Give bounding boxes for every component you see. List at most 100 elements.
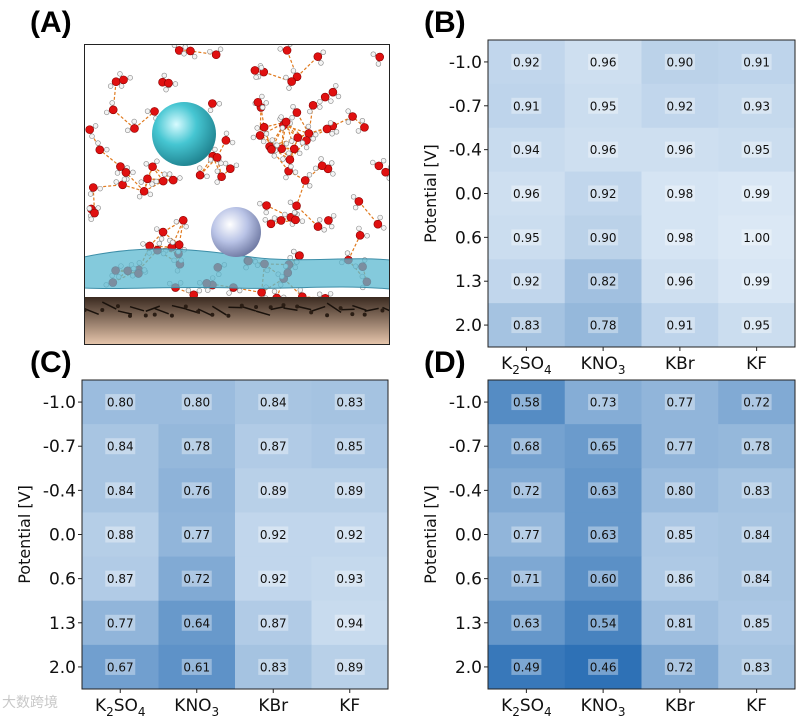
cell-label-bg (588, 185, 619, 202)
heatmap-cell (488, 600, 566, 646)
heatmap-cell (641, 468, 719, 513)
heatmap-cell (564, 215, 642, 260)
cell-label-bg (511, 185, 542, 202)
x-tick-label: KF (746, 354, 767, 374)
cell-label-bg (105, 614, 136, 631)
cell-value-label: 0.72 (743, 396, 770, 410)
heatmap-cell (235, 512, 312, 558)
y-tick-label: 0.0 (455, 185, 482, 205)
heatmap-cell (718, 83, 796, 129)
cell-value-label: 0.90 (667, 55, 694, 69)
cell-label-bg (334, 394, 365, 411)
heatmap-cell (641, 303, 719, 348)
cell-value-label: 0.80 (183, 396, 210, 410)
cell-label-bg (664, 658, 695, 675)
cell-label-bg (588, 229, 619, 246)
heatmap-cell (718, 556, 796, 602)
cell-label-bg (511, 141, 542, 158)
cell-value-label: 0.77 (513, 528, 540, 542)
heatmap-cell (82, 600, 159, 646)
heatmap-cell (488, 127, 566, 173)
y-axis-label: Potential [V] (421, 144, 440, 243)
cell-label-bg (105, 482, 136, 499)
heatmap-cell (158, 556, 236, 602)
cell-value-label: 0.84 (107, 440, 134, 454)
cell-label-bg (664, 53, 695, 70)
heatmap-cell (564, 259, 642, 304)
cell-label-bg (664, 482, 695, 499)
cell-value-label: 0.91 (513, 99, 540, 113)
cell-label-bg (334, 614, 365, 631)
y-tick-label: 1.3 (455, 272, 482, 292)
heatmap-cell (718, 380, 796, 425)
cell-value-label: 0.83 (743, 660, 770, 674)
cell-value-label: 0.77 (667, 396, 694, 410)
y-tick-label: 0.0 (49, 526, 76, 546)
cell-value-label: 0.78 (743, 440, 770, 454)
x-tick-label: KF (339, 696, 360, 716)
y-tick-label: 2.0 (455, 316, 482, 336)
cell-label-bg (105, 658, 136, 675)
cell-value-label: 0.77 (107, 616, 134, 630)
heatmap-cell (488, 83, 566, 129)
cell-label-bg (588, 614, 619, 631)
cell-value-label: 0.87 (260, 440, 287, 454)
heatmap-cell (641, 424, 719, 469)
cell-value-label: 0.46 (590, 660, 617, 674)
molecular-simulation-image (84, 44, 390, 345)
cell-label-bg (511, 658, 542, 675)
cell-label-bg (511, 394, 542, 411)
cell-label-bg (588, 658, 619, 675)
cell-label-bg (741, 273, 772, 290)
y-tick-label: -0.4 (43, 481, 76, 501)
cell-value-label: 0.95 (743, 143, 770, 157)
panel-label-c: (C) (30, 346, 72, 379)
cell-value-label: 0.63 (590, 484, 617, 498)
panel-label-d: (D) (424, 346, 466, 379)
cell-label-bg (511, 273, 542, 290)
cell-label-bg (664, 229, 695, 246)
y-axis-label: Potential [V] (15, 485, 34, 584)
heatmap-cell (641, 600, 719, 646)
heatmap-cell (82, 380, 159, 425)
cell-label-bg (181, 394, 212, 411)
cell-label-bg (334, 526, 365, 543)
cell-value-label: 0.80 (667, 484, 694, 498)
cell-value-label: 0.85 (667, 528, 694, 542)
cell-value-label: 0.71 (513, 572, 540, 586)
cell-value-label: 0.92 (513, 55, 540, 69)
cell-label-bg (741, 97, 772, 114)
heatmap-cell (82, 512, 159, 558)
cell-value-label: 0.96 (667, 143, 694, 157)
heatmap-cell (564, 171, 642, 216)
cell-value-label: 0.68 (513, 440, 540, 454)
electrode-lattice (84, 301, 390, 318)
cell-label-bg (105, 570, 136, 587)
cell-value-label: 0.92 (260, 572, 287, 586)
cell-value-label: 0.99 (743, 187, 770, 201)
cell-value-label: 0.83 (513, 319, 540, 333)
heatmap-cell (641, 512, 719, 558)
cell-value-label: 0.89 (260, 484, 287, 498)
heatmap-cell (235, 380, 312, 425)
cell-value-label: 0.96 (667, 275, 694, 289)
cell-label-bg (105, 394, 136, 411)
cell-value-label: 0.54 (590, 616, 617, 630)
cell-value-label: 0.65 (590, 440, 617, 454)
cell-label-bg (741, 185, 772, 202)
cell-label-bg (334, 482, 365, 499)
heatmap-cell (564, 556, 642, 602)
electrode-surface (84, 297, 390, 345)
cell-label-bg (588, 317, 619, 334)
heatmap-cell (82, 424, 159, 469)
cell-label-bg (741, 438, 772, 455)
cell-label-bg (105, 526, 136, 543)
heatmap-cell (564, 468, 642, 513)
heatmap-cell (235, 424, 312, 469)
cell-label-bg (511, 229, 542, 246)
y-tick-label: -1.0 (449, 393, 482, 413)
y-axis-label: Potential [V] (421, 485, 440, 584)
cell-label-bg (588, 570, 619, 587)
cell-value-label: 0.98 (667, 231, 694, 245)
y-tick-label: -0.4 (449, 141, 482, 161)
